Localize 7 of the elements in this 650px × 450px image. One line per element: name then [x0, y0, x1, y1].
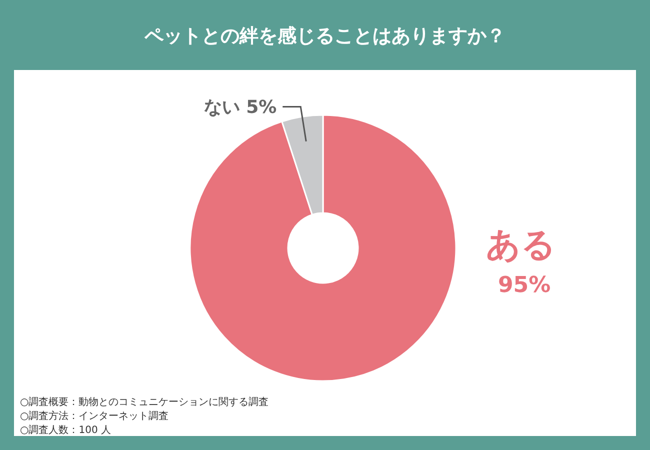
chart-title: ペットとの絆を感じることはありますか？ [144, 25, 506, 47]
text: ○調査概要：動物とのコミュニケーションに関する調査 [20, 396, 269, 408]
slice-label: ない 5% [204, 96, 277, 118]
slice-label: ある [486, 225, 556, 265]
text: ○調査人数：100 人 [20, 424, 111, 436]
text: ○調査方法：インターネット調査 [20, 410, 169, 422]
data-label: 95% [498, 273, 551, 298]
